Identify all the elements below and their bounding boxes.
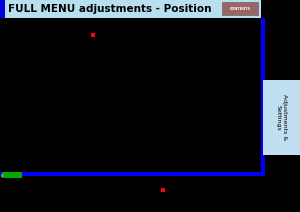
Text: Adjustments &
Settings: Adjustments & Settings: [276, 94, 287, 141]
Bar: [222, 2, 258, 15]
Bar: [2, 172, 22, 178]
Bar: [0, 0, 5, 18]
Bar: [261, 18, 265, 175]
Text: FULL MENU adjustments - Position: FULL MENU adjustments - Position: [8, 4, 211, 14]
Bar: [0, 172, 265, 176]
Text: ▶: ▶: [1, 173, 4, 177]
Text: 47: 47: [267, 4, 283, 14]
Bar: [0, 0, 261, 18]
Bar: [263, 80, 300, 155]
Text: CONTENTS: CONTENTS: [230, 7, 250, 11]
